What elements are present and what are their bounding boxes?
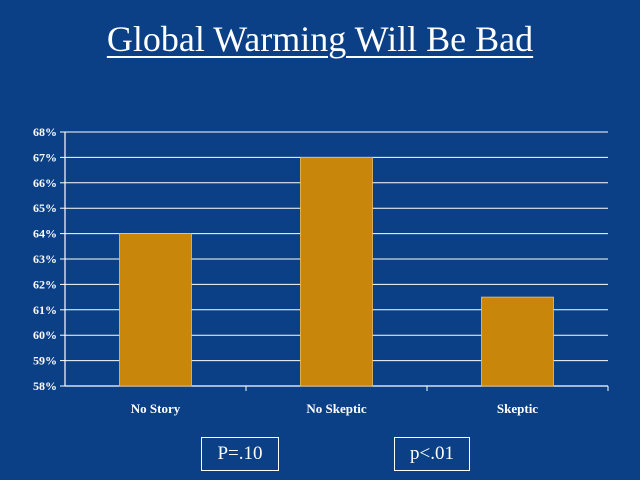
y-tick-label: 65% bbox=[33, 201, 57, 215]
chart-title: Global Warming Will Be Bad bbox=[106, 19, 534, 59]
y-tick-label: 59% bbox=[33, 354, 57, 368]
y-tick-label: 68% bbox=[33, 125, 57, 139]
y-tick-label: 66% bbox=[33, 176, 57, 190]
bar-no-story bbox=[119, 233, 192, 387]
x-category-label: No Skeptic bbox=[306, 401, 367, 416]
bar-no-skeptic bbox=[300, 156, 373, 387]
p-value-annotation-1: P=.10 bbox=[201, 437, 279, 471]
p-value-annotation-2: p<.01 bbox=[394, 437, 470, 471]
y-tick-label: 60% bbox=[33, 328, 57, 342]
y-tick-label: 61% bbox=[33, 303, 57, 317]
bar-skeptic bbox=[481, 296, 554, 387]
y-tick-label: 64% bbox=[33, 227, 57, 241]
x-category-label: No Story bbox=[131, 401, 181, 416]
y-tick-label: 62% bbox=[33, 277, 57, 291]
x-category-label: Skeptic bbox=[497, 401, 538, 416]
y-tick-label: 67% bbox=[33, 150, 57, 164]
y-tick-label: 58% bbox=[33, 379, 57, 393]
y-tick-label: 63% bbox=[33, 252, 57, 266]
